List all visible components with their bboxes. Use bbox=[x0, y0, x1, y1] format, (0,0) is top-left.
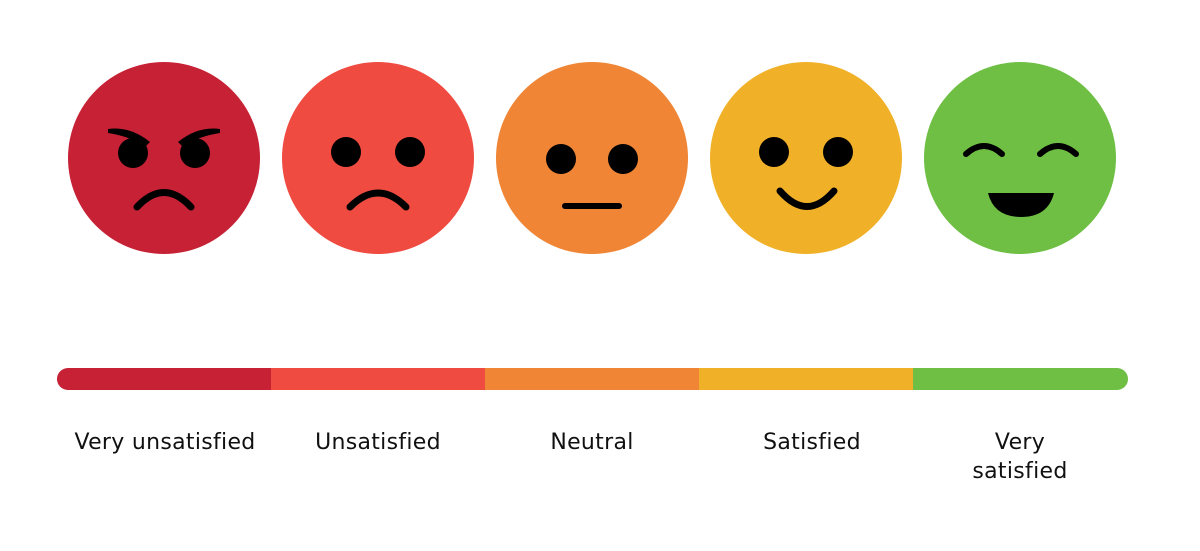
label-neutral: Neutral bbox=[550, 430, 634, 455]
label-very-unsatisfied: Very unsatisfied bbox=[74, 430, 256, 455]
scale-bar-segment-very-satisfied bbox=[913, 368, 1128, 390]
scale-bar-segment-satisfied bbox=[699, 368, 913, 390]
neutral-face-icon bbox=[496, 62, 688, 254]
scale-bar-segment-unsatisfied bbox=[271, 368, 485, 390]
label-satisfied: Satisfied bbox=[763, 430, 861, 455]
grinning-face-icon bbox=[924, 62, 1116, 254]
scale-bar bbox=[57, 368, 1128, 390]
smiling-face-icon bbox=[710, 62, 902, 254]
label-unsatisfied: Unsatisfied bbox=[315, 430, 441, 455]
scale-bar-segment-neutral bbox=[485, 368, 699, 390]
sad-face-icon bbox=[282, 62, 474, 254]
label-very-satisfied: Very satisfied bbox=[972, 430, 1068, 484]
angry-face-icon bbox=[68, 62, 260, 254]
scale-bar-segment-very-unsatisfied bbox=[57, 368, 282, 390]
